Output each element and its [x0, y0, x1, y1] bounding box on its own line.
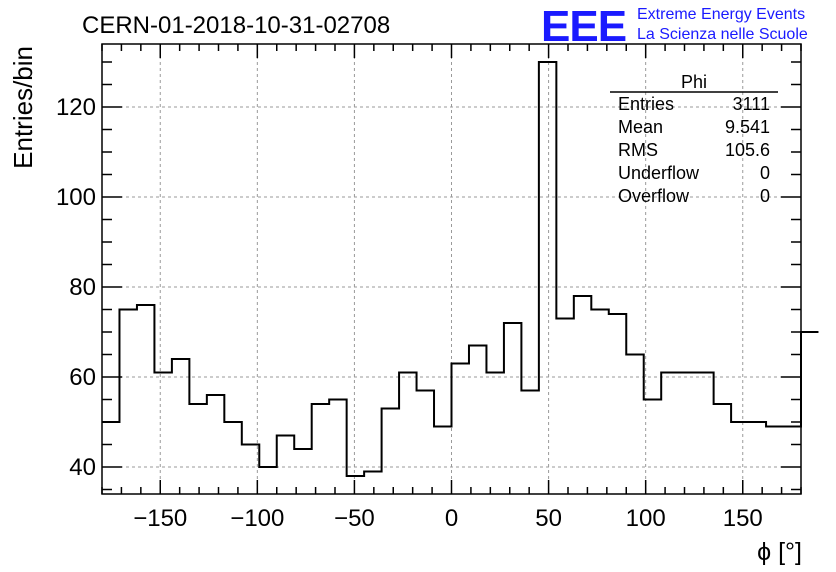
y-tick-label: 120 — [56, 94, 96, 121]
y-tick-label: 80 — [69, 274, 96, 301]
x-tick-label: −100 — [230, 505, 284, 532]
histogram-bin — [102, 422, 119, 494]
histogram-bin — [399, 373, 416, 495]
histogram-bin — [644, 400, 661, 495]
histogram-bin — [329, 400, 346, 495]
x-tick-label: 150 — [723, 505, 763, 532]
histogram-outline — [102, 61, 819, 477]
histogram-bin — [224, 422, 241, 494]
histogram-bin — [661, 373, 678, 495]
stats-box: Phi Entries 3111 Mean 9.541 RMS 105.6 Underflo… — [610, 72, 778, 206]
eee-logo-mark: EEE — [541, 2, 626, 51]
histogram-bin — [452, 364, 469, 495]
histogram-bin — [417, 391, 434, 495]
histogram-bin — [364, 472, 381, 495]
histogram-bin — [504, 323, 521, 494]
stats-row-value: 9.541 — [725, 117, 770, 137]
histogram-bars — [102, 61, 819, 495]
x-tick-label: 100 — [626, 505, 666, 532]
histogram-bin — [521, 391, 538, 495]
x-tick-label: 50 — [535, 505, 562, 532]
histogram-bin — [137, 305, 154, 494]
histogram-bin — [801, 332, 818, 494]
stats-row-value: 3111 — [733, 94, 770, 114]
histogram-bin — [434, 427, 451, 495]
stats-row-value: 0 — [760, 186, 770, 206]
y-axis-label: Entries/bin — [8, 46, 38, 169]
histogram-bin — [312, 404, 329, 494]
stats-row-label: Overflow — [618, 186, 690, 206]
eee-logo: EEE Extreme Energy Events La Scienza nel… — [541, 2, 808, 51]
stats-row-label: Entries — [618, 94, 674, 114]
y-tick-label: 60 — [69, 364, 96, 391]
histogram-bin — [714, 404, 731, 494]
histogram-bin — [486, 373, 503, 495]
stats-row-value: 105.6 — [725, 140, 770, 160]
y-tick-label: 100 — [56, 184, 96, 211]
histogram-bin — [347, 476, 364, 494]
eee-logo-line1: Extreme Energy Events — [637, 6, 805, 23]
y-tick-label: 40 — [69, 454, 96, 481]
y-tick-labels: 40 60 80 100 120 — [56, 94, 96, 481]
stats-row-value: 0 — [760, 163, 770, 183]
histogram-bin — [207, 395, 224, 494]
histogram-bin — [626, 355, 643, 495]
histogram-bin — [259, 467, 276, 494]
histogram-bin — [469, 346, 486, 495]
histogram-bin — [749, 422, 766, 494]
plot-area: −150 −100 −50 0 50 100 150 40 60 80 100 120 — [56, 43, 819, 532]
histogram-bin — [609, 314, 626, 494]
histogram-bin — [277, 436, 294, 495]
histogram-bin — [556, 319, 573, 495]
x-tick-label: −150 — [133, 505, 187, 532]
histogram-bin — [154, 373, 171, 495]
histogram-bin — [696, 373, 713, 495]
histogram-bin — [784, 427, 801, 495]
stats-rows: Entries 3111 Mean 9.541 RMS 105.6 Underflow 0 Ov… — [618, 94, 770, 206]
x-tick-label: 0 — [445, 505, 458, 532]
histogram-bin — [119, 310, 136, 495]
histogram-bin — [766, 427, 783, 495]
x-axis-label: ϕ [°] — [757, 538, 802, 566]
histogram-bin — [679, 373, 696, 495]
stats-row-label: Underflow — [618, 163, 700, 183]
axis-ticks — [101, 44, 802, 494]
histogram-bin — [731, 422, 748, 494]
histogram-bin — [189, 404, 206, 494]
histogram-bin — [539, 62, 556, 494]
stats-row-label: RMS — [618, 140, 658, 160]
histogram-bin — [591, 310, 608, 495]
eee-logo-line2: La Scienza nelle Scuole — [637, 26, 808, 43]
stats-title: Phi — [681, 72, 707, 92]
histogram-bin — [172, 359, 189, 494]
x-tick-labels: −150 −100 −50 0 50 100 150 — [133, 505, 763, 532]
run-title: CERN-01-2018-10-31-02708 — [82, 12, 390, 39]
stats-row-label: Mean — [618, 117, 663, 137]
x-tick-label: −50 — [334, 505, 375, 532]
histogram-bin — [574, 296, 591, 494]
histogram-bin — [382, 409, 399, 495]
